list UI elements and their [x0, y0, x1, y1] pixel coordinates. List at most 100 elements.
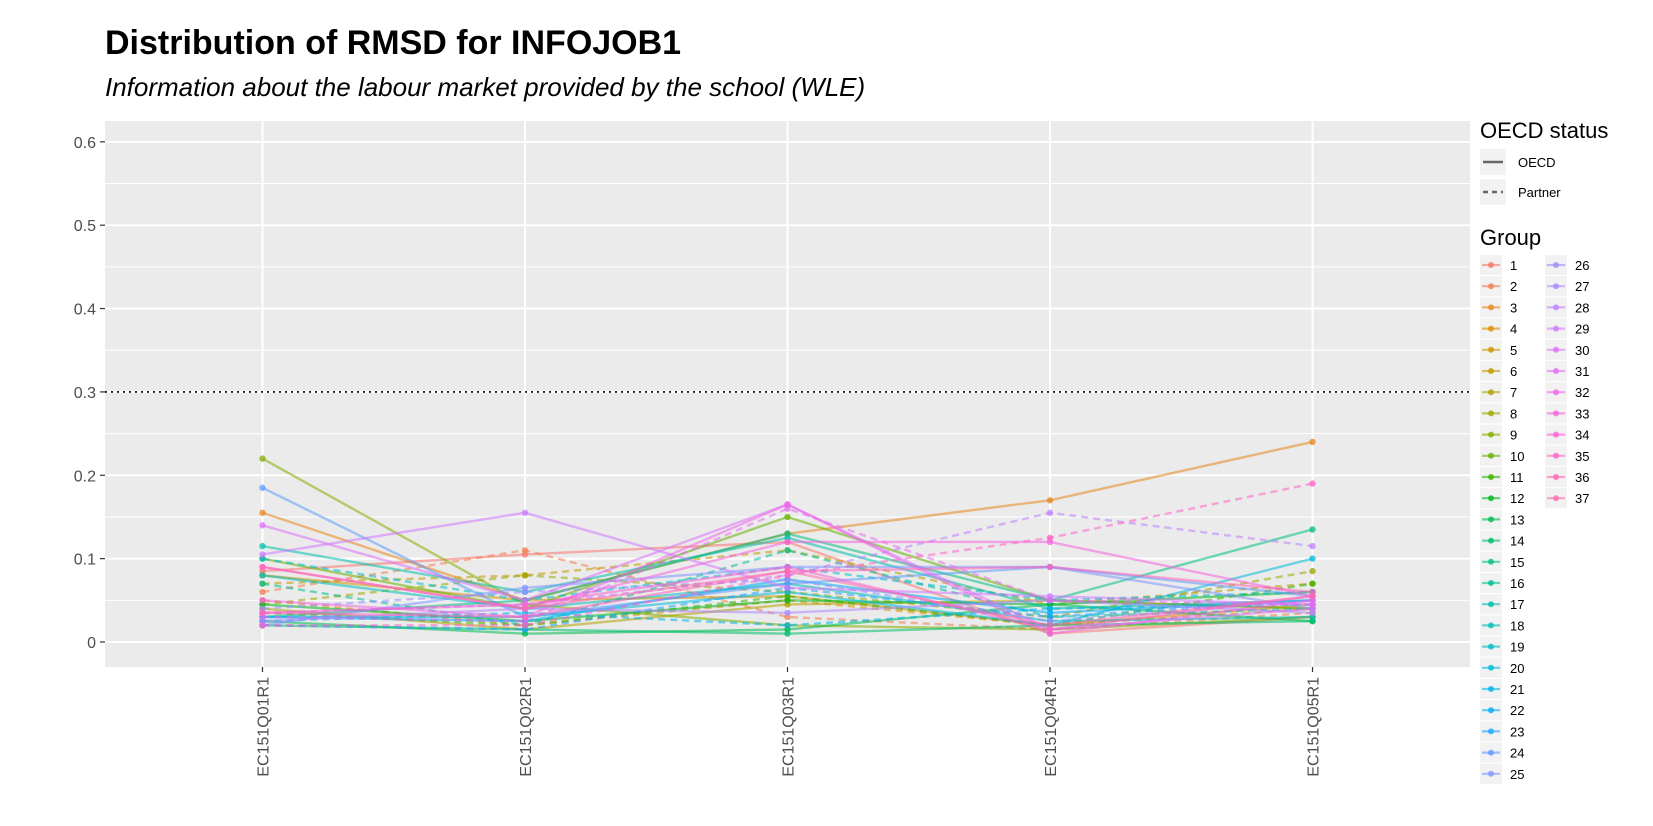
legend-label-group-31: 31 — [1575, 364, 1589, 379]
point-group-36 — [521, 613, 529, 621]
point-group-37 — [259, 563, 266, 571]
point-group-28 — [1046, 509, 1054, 516]
legend-label-group-23: 23 — [1510, 724, 1524, 739]
legend-key-point-13 — [1488, 516, 1494, 523]
legend-key-point-34 — [1553, 431, 1559, 438]
legend-label-group-25: 25 — [1510, 767, 1524, 782]
legend-key-point-31 — [1553, 368, 1559, 374]
legend-label-group-27: 27 — [1575, 279, 1589, 294]
y-tick-label: 0.2 — [74, 468, 96, 485]
point-group-3 — [259, 509, 266, 516]
legend-key-point-29 — [1553, 325, 1559, 332]
point-group-11 — [1309, 580, 1316, 587]
point-group-29 — [521, 509, 529, 516]
legend-key-point-33 — [1553, 410, 1559, 417]
point-group-37 — [1309, 592, 1316, 600]
point-group-36 — [259, 609, 266, 617]
legend-label-group-35: 35 — [1575, 449, 1589, 464]
legend-label-status: OECD — [1518, 155, 1556, 170]
point-group-16 — [784, 547, 791, 554]
legend-key-point-36 — [1553, 474, 1559, 480]
legend-key-point-14 — [1488, 537, 1494, 544]
point-group-15 — [1309, 526, 1316, 533]
point-group-31 — [1046, 597, 1054, 604]
legend-key-point-20 — [1488, 664, 1494, 671]
legend-label-group-16: 16 — [1510, 576, 1524, 591]
series-points — [259, 438, 1316, 637]
point-group-29 — [784, 584, 791, 592]
legend-label-group-21: 21 — [1510, 682, 1524, 697]
point-group-32 — [259, 597, 266, 604]
point-group-35 — [521, 622, 529, 629]
legend-key-point-21 — [1488, 686, 1494, 692]
legend-label-group-6: 6 — [1510, 364, 1517, 379]
point-group-30 — [259, 522, 266, 529]
legend-key-point-32 — [1553, 389, 1559, 396]
point-group-10 — [784, 513, 791, 521]
y-tick-label: 0.1 — [74, 552, 96, 569]
legend-title-status: OECD status — [1480, 118, 1608, 143]
legend-key-point-3 — [1488, 304, 1494, 311]
x-tick-label: EC151Q01R1 — [256, 677, 273, 777]
legend-label-group-11: 11 — [1510, 470, 1524, 485]
point-group-37 — [784, 567, 791, 575]
point-group-33 — [784, 538, 791, 546]
point-group-35 — [259, 622, 266, 629]
legend-label-group-19: 19 — [1510, 640, 1524, 655]
legend-key-point-28 — [1553, 304, 1559, 311]
legend-key-point-16 — [1488, 580, 1494, 586]
legend-key-point-17 — [1488, 601, 1494, 608]
point-group-32 — [784, 501, 791, 508]
legend-key-point-22 — [1488, 707, 1494, 714]
y-tick-label: 0.3 — [74, 385, 96, 402]
legend-label-group-14: 14 — [1510, 534, 1524, 549]
legend-label-group-5: 5 — [1510, 343, 1517, 358]
legend-key-point-2 — [1488, 283, 1494, 290]
legend-title-group: Group — [1480, 225, 1541, 250]
point-group-37 — [1046, 622, 1054, 629]
legend-key-point-1 — [1488, 262, 1494, 268]
legend-label-group-10: 10 — [1510, 449, 1524, 464]
point-group-29 — [259, 551, 266, 558]
point-group-8 — [521, 572, 529, 579]
y-tick-label: 0 — [87, 635, 96, 652]
point-group-26 — [521, 588, 529, 596]
legend-key-point-19 — [1488, 643, 1494, 650]
legend-label-group-26: 26 — [1575, 258, 1589, 273]
legend-key-point-6 — [1488, 368, 1494, 374]
legend-key-point-5 — [1488, 346, 1494, 353]
legend-label-group-2: 2 — [1510, 279, 1517, 294]
point-group-14 — [784, 630, 791, 637]
y-axis: 0 0.1 0.2 0.3 0.4 0.5 0.6 — [74, 135, 105, 652]
point-group-27 — [784, 609, 791, 617]
legend-label-group-34: 34 — [1575, 428, 1589, 443]
legend-label-group-3: 3 — [1510, 300, 1517, 315]
legend-key-point-18 — [1488, 622, 1494, 629]
legend-label-status: Partner — [1518, 185, 1561, 200]
legend-label-group-1: 1 — [1510, 258, 1517, 273]
series-line-26 — [262, 578, 1313, 623]
y-tick-label: 0.5 — [74, 218, 96, 235]
legend-label-group-30: 30 — [1575, 343, 1589, 358]
point-group-3 — [1046, 497, 1054, 504]
legend-key-point-35 — [1553, 452, 1559, 459]
legend-key-point-26 — [1553, 262, 1559, 268]
series-line-31 — [262, 507, 1313, 623]
point-group-36 — [1046, 563, 1054, 571]
legend-key-point-25 — [1488, 770, 1494, 777]
legend-key-point-27 — [1553, 283, 1559, 290]
point-group-35 — [1309, 480, 1316, 487]
legend-label-group-17: 17 — [1510, 597, 1524, 612]
legend-label-group-32: 32 — [1575, 385, 1589, 400]
legend-key-point-12 — [1488, 495, 1494, 502]
point-group-21 — [784, 622, 791, 629]
legend-key-point-8 — [1488, 410, 1494, 417]
y-tick-label: 0.6 — [74, 135, 96, 152]
legend-label-group-18: 18 — [1510, 618, 1524, 633]
legend-key-point-4 — [1488, 325, 1494, 332]
legend-key-point-37 — [1553, 495, 1559, 502]
legend-key-point-11 — [1488, 474, 1494, 480]
x-tick-label: EC151Q02R1 — [518, 677, 535, 777]
legend-key-point-9 — [1488, 431, 1494, 438]
